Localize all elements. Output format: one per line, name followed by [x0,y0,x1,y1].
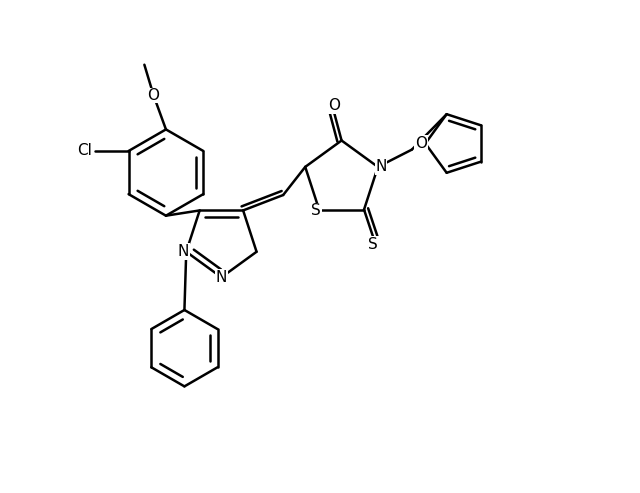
Text: N: N [216,270,227,285]
Text: Cl: Cl [77,143,92,158]
Text: O: O [415,136,427,151]
Text: O: O [148,88,159,103]
Text: N: N [375,159,387,175]
Text: O: O [328,98,340,113]
Text: S: S [311,203,321,218]
Text: N: N [177,244,189,259]
Text: S: S [369,237,378,252]
